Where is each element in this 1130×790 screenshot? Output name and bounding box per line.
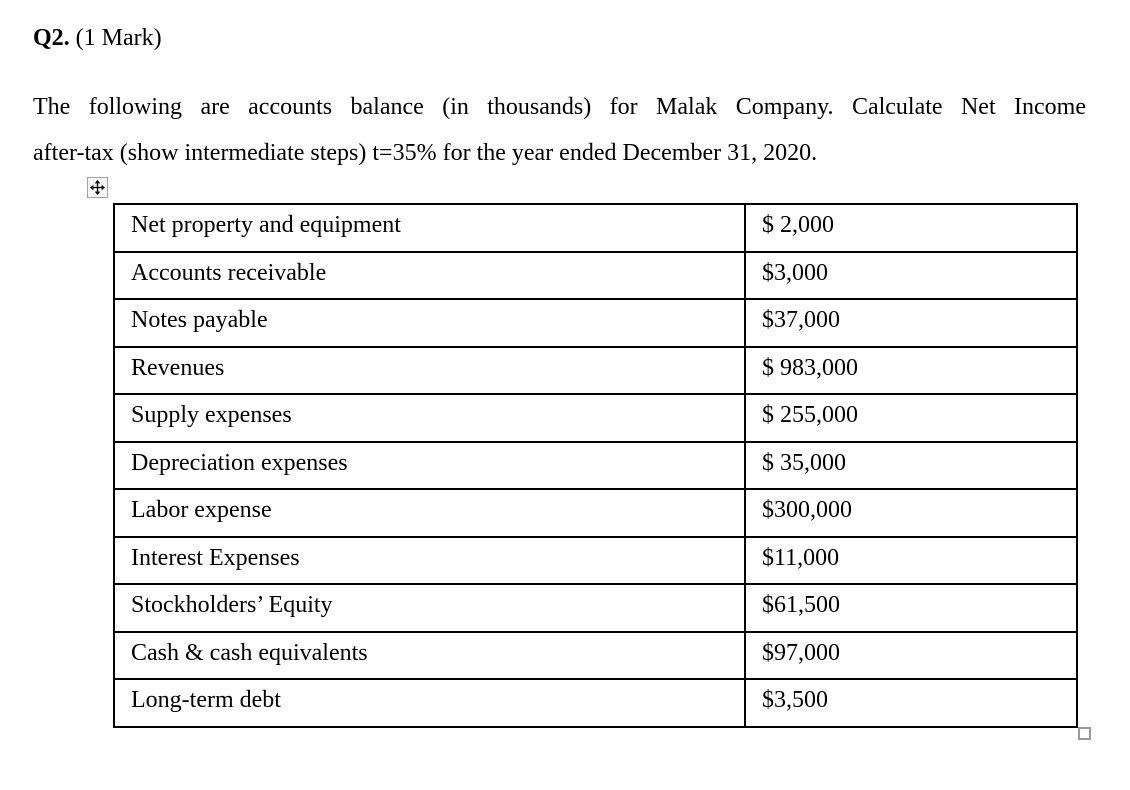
move-cross-icon [90,180,105,195]
account-value-cell[interactable]: $ 35,000 [744,440,1078,490]
accounts-table: Net property and equipment $ 2,000 Account… [113,203,1078,728]
account-label-cell[interactable]: Net property and equipment [113,203,746,253]
question-marks: (1 Mark) [75,25,162,51]
account-value-cell[interactable]: $ 983,000 [744,345,1078,395]
table-row: Cash & cash equivalents $97,000 [113,630,1078,680]
account-label-cell[interactable]: Interest Expenses [113,535,746,585]
account-value-cell[interactable]: $ 2,000 [744,203,1078,253]
account-label-cell[interactable]: Cash & cash equivalents [113,630,746,680]
account-label-cell[interactable]: Depreciation expenses [113,440,746,490]
question-heading: Q2. (1 Mark) [33,22,162,54]
table-row: Long-term debt $3,500 [113,678,1078,728]
account-label-cell[interactable]: Labor expense [113,488,746,538]
accounts-table-body: Net property and equipment $ 2,000 Account… [113,203,1078,728]
table-row: Stockholders’ Equity $61,500 [113,583,1078,633]
account-label-cell[interactable]: Notes payable [113,298,746,348]
account-value-cell[interactable]: $3,500 [744,678,1078,728]
table-row: Supply expenses $ 255,000 [113,393,1078,443]
account-value-cell[interactable]: $3,000 [744,250,1078,300]
table-row: Interest Expenses $11,000 [113,535,1078,585]
account-label-cell[interactable]: Long-term debt [113,678,746,728]
table-row: Notes payable $37,000 [113,298,1078,348]
account-label-cell[interactable]: Stockholders’ Equity [113,583,746,633]
question-text-line2: after-tax (show intermediate steps) t=35… [33,140,818,166]
account-value-cell[interactable]: $11,000 [744,535,1078,585]
account-label-cell[interactable]: Revenues [113,345,746,395]
account-label-cell[interactable]: Accounts receivable [113,250,746,300]
table-row: Depreciation expenses $ 35,000 [113,440,1078,490]
account-value-cell[interactable]: $ 255,000 [744,393,1078,443]
table-row: Net property and equipment $ 2,000 [113,203,1078,253]
account-value-cell[interactable]: $37,000 [744,298,1078,348]
question-text: The following are accounts balance (in t… [33,84,1086,176]
table-row: Labor expense $300,000 [113,488,1078,538]
question-text-line1: The following are accounts balance (in t… [33,94,1086,120]
account-value-cell[interactable]: $61,500 [744,583,1078,633]
account-value-cell[interactable]: $300,000 [744,488,1078,538]
account-label-cell[interactable]: Supply expenses [113,393,746,443]
table-row: Revenues $ 983,000 [113,345,1078,395]
table-move-handle[interactable] [87,177,108,198]
question-number: Q2. [33,25,70,51]
table-row: Accounts receivable $3,000 [113,250,1078,300]
table-resize-handle[interactable] [1078,727,1091,740]
account-value-cell[interactable]: $97,000 [744,630,1078,680]
